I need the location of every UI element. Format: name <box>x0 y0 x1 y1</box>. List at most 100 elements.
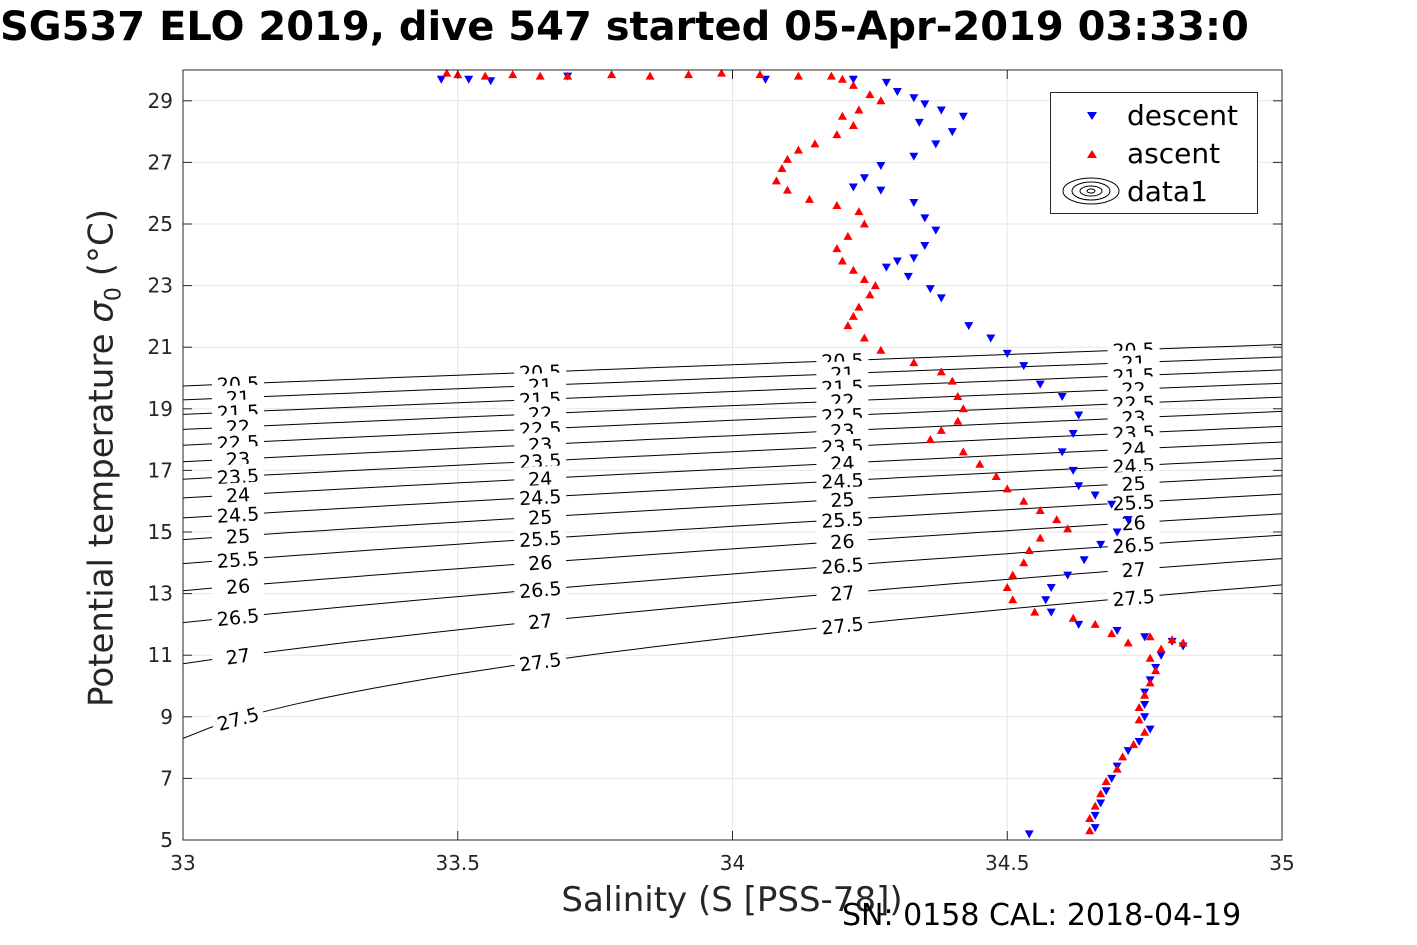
ascent-point <box>1178 638 1188 647</box>
descent-point <box>848 75 858 84</box>
ascent-point <box>810 139 820 148</box>
contour-label-group: 25 <box>513 503 567 531</box>
y-tick-label: 29 <box>148 89 173 113</box>
descent-point <box>903 272 913 281</box>
contour-label: 26 <box>225 575 251 599</box>
contour-label: 26.5 <box>216 605 260 631</box>
x-tick-label: 33 <box>170 851 195 875</box>
contour-label: 26 <box>830 531 856 555</box>
ascent-point <box>848 120 858 129</box>
ascent-point <box>777 164 787 173</box>
y-tick-label: 9 <box>160 705 173 729</box>
contour-label: 27 <box>829 582 855 606</box>
descent-point <box>1101 787 1111 796</box>
descent-point <box>1041 596 1051 605</box>
descent-point <box>892 88 902 97</box>
ascent-point <box>958 404 968 413</box>
descent-point <box>958 112 968 121</box>
descent-point <box>964 322 974 331</box>
contour-label: 27.5 <box>820 613 864 639</box>
descent-point <box>1096 799 1106 808</box>
descent-point <box>881 78 891 87</box>
descent-point <box>909 198 919 207</box>
descent-point <box>859 174 869 183</box>
y-axis-label: Potential temperature σ0 (°C) <box>82 209 127 707</box>
ascent-point <box>1063 524 1073 533</box>
descent-point <box>909 152 919 161</box>
descent-point <box>881 263 891 272</box>
contour-label-background <box>211 572 265 601</box>
descent-point <box>986 334 996 343</box>
ascent-point <box>859 219 869 228</box>
contour-label-group: 24 <box>211 481 265 509</box>
descent-point <box>1002 349 1012 358</box>
ascent-point <box>1112 764 1122 773</box>
contour-label-group: 25.5 <box>211 545 265 574</box>
ascent-point <box>859 274 869 283</box>
descent-point <box>1090 811 1100 820</box>
contour-label-background <box>1106 531 1161 559</box>
ascent-point <box>771 176 781 185</box>
contour-label-background <box>815 551 870 580</box>
ascent-point <box>1134 715 1144 724</box>
descent-point <box>892 257 902 266</box>
descent-point <box>1112 528 1122 537</box>
x-tick-label: 34.5 <box>985 851 1030 875</box>
ascent-point <box>1118 752 1128 761</box>
contour-label-group: 27 <box>815 578 870 608</box>
contour-label-group: 26 <box>211 572 265 601</box>
descent-point <box>1140 713 1150 722</box>
contour-label-background <box>512 646 568 678</box>
ascent-point <box>837 256 847 265</box>
ascent-point <box>607 70 617 79</box>
y-tick-label: 5 <box>160 828 173 852</box>
descent-point <box>1140 700 1150 709</box>
grid-lines <box>182 70 1283 841</box>
ascent-point <box>936 367 946 376</box>
ascent-point <box>958 447 968 456</box>
axes-box <box>182 69 1283 841</box>
contour-label-background <box>210 602 266 632</box>
contour-label: 25.5 <box>518 527 562 552</box>
ascent-point <box>843 231 853 240</box>
ascent-point <box>1090 801 1100 810</box>
x-tick-label: 35 <box>1269 851 1294 875</box>
ascent-point <box>1008 570 1018 579</box>
ascent-point <box>1145 653 1155 662</box>
descent-point <box>1090 491 1100 500</box>
ascent-point <box>1156 644 1166 653</box>
descent-point <box>1112 627 1122 636</box>
ascent-point <box>1123 638 1133 647</box>
descent-point <box>464 75 474 84</box>
descent-point <box>1090 824 1100 833</box>
contour-label-background <box>1106 488 1161 516</box>
descent-point <box>947 128 957 137</box>
x-axis-label: Salinity (S [PSS-78]) <box>561 880 903 920</box>
descent-point <box>936 294 946 303</box>
contour-label: 27.5 <box>1112 586 1156 612</box>
legend-ascent-label: ascent <box>1127 136 1221 170</box>
descent-point <box>1074 411 1084 420</box>
ascent-point <box>832 201 842 210</box>
ascent-point <box>1002 582 1012 591</box>
descent-point <box>936 106 946 115</box>
descent-point <box>848 183 858 192</box>
contour-label-background <box>513 548 568 577</box>
descent-point <box>931 226 941 235</box>
ascent-point <box>717 68 727 77</box>
descent-point <box>876 161 886 170</box>
y-tick-label: 15 <box>148 520 173 544</box>
ascent-point <box>508 70 518 79</box>
descent-point <box>876 186 886 195</box>
y-axis-label-unit: (°C) <box>81 209 122 288</box>
y-axis-label-symbol: σ <box>81 301 122 323</box>
ascent-point <box>1096 789 1106 798</box>
descent-point <box>1063 571 1073 580</box>
descent-point <box>1068 466 1078 475</box>
legend-ascent-marker-icon <box>1087 150 1097 158</box>
ascent-point <box>865 90 875 99</box>
ascent-point <box>854 207 864 216</box>
ascent-point <box>832 130 842 139</box>
ascent-point <box>793 145 803 154</box>
contour-label-group: 26.5 <box>513 575 568 604</box>
